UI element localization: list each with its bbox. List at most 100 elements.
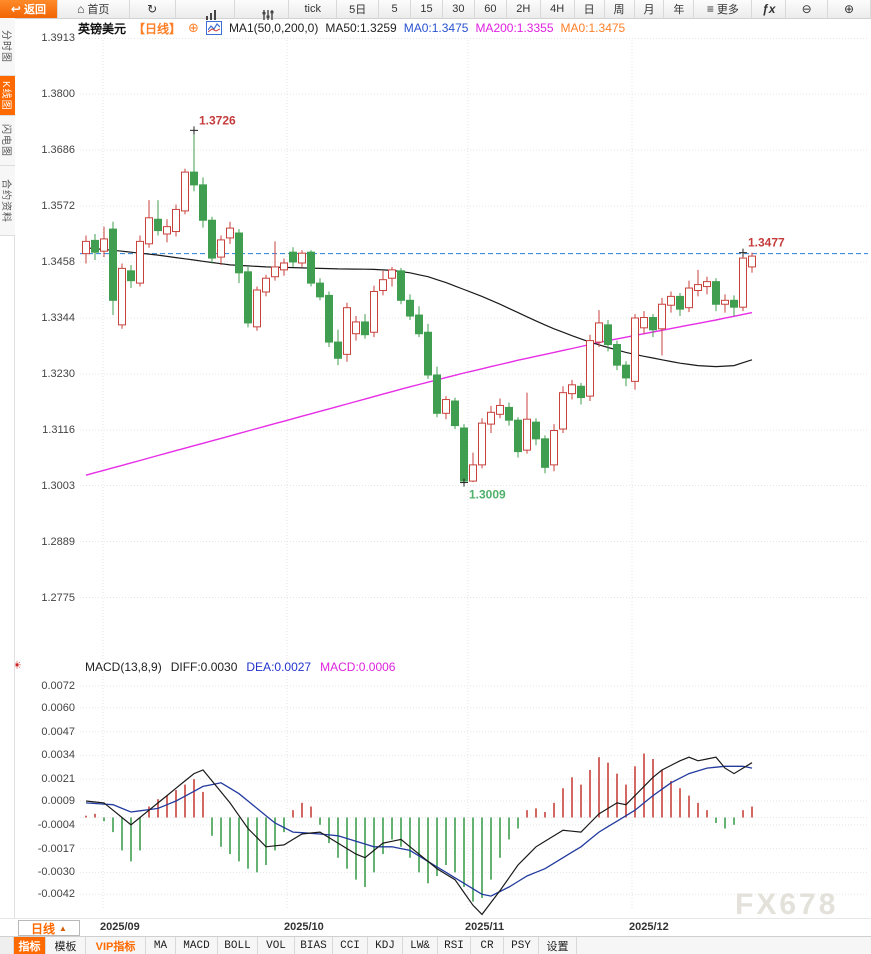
svg-text:1.3726: 1.3726 — [199, 113, 236, 127]
toolbar-button-label: 年 — [673, 4, 685, 16]
toolbar-button-4H[interactable]: 4H — [541, 0, 575, 18]
indicator-tab-指标[interactable]: 指标 — [14, 937, 46, 954]
toolbar-button-label: 15 — [420, 3, 433, 15]
indicator-tab-MACD[interactable]: MACD — [176, 937, 218, 954]
toolbar-button-年[interactable]: 年 — [664, 0, 695, 18]
toolbar-button-60[interactable]: 60 — [475, 0, 507, 18]
indicator-tab-RSI[interactable]: RSI — [438, 937, 471, 954]
ma200-value: MA200:1.3355 — [475, 21, 554, 35]
side-tab-合约资料[interactable]: 合约资料 — [0, 166, 15, 236]
ma0-value-blue: MA0:1.3475 — [403, 21, 469, 35]
toolbar-button-周[interactable]: 周 — [605, 0, 635, 18]
indicator-toolbar: 指标 模板 VIP指标 MA MACD BOLL VOL BIAS CCI KDJ LW& RSI CR… — [0, 936, 871, 954]
toolbar-button-月[interactable]: 月 — [635, 0, 665, 18]
toolbar-button-refresh[interactable]: ↻ — [130, 0, 176, 18]
annotation-1.3009: 1.3009 — [460, 478, 506, 502]
y-axis-tick: 0.0009 — [41, 795, 75, 808]
y-axis-tick: -0.0004 — [37, 818, 75, 831]
top-toolbar: ↩ 返回 ⌂ 首页 ↻ tick 5日 5 15 30 60 2H 4H 日周月年 ≡ 更多 ƒx ⊖ ⊕ — [0, 0, 871, 20]
annotation-1.3726: 1.3726 — [190, 113, 236, 135]
indicator-tab-VOL[interactable]: VOL — [258, 937, 295, 954]
indicator-settings-icon[interactable]: ☀ — [12, 660, 22, 672]
indicator-tab-LW&[interactable]: LW& — [403, 937, 438, 954]
y-axis-tick: 1.2889 — [41, 535, 75, 548]
toolbar-button-label: 首页 — [87, 4, 110, 16]
y-axis-tick: 1.3458 — [41, 256, 75, 268]
indicator-tab-KDJ[interactable]: KDJ — [368, 937, 403, 954]
ma-params: MA1(50,0,200,0) — [228, 21, 319, 35]
toolbar-button-label: 更多 — [716, 4, 739, 16]
toolbar-button-label: 5日 — [349, 4, 367, 16]
toolbar-button-fx[interactable]: ƒx — [752, 0, 787, 18]
macd-histogram — [85, 753, 753, 902]
indicator-tab-模板[interactable]: 模板 — [46, 937, 86, 954]
period-selector[interactable]: 日线 ▲ — [18, 920, 80, 936]
toolbar-button-sliders[interactable] — [235, 0, 290, 20]
side-tab-label: 合约资料 — [0, 178, 11, 223]
y-axis-tick: -0.0030 — [37, 866, 75, 879]
toolbar-spacer — [0, 937, 14, 954]
toolbar-button-15[interactable]: 15 — [411, 0, 443, 18]
toolbar-button-menu[interactable]: ≡ 更多 — [694, 0, 753, 18]
y-axis-tick: 0.0060 — [41, 701, 75, 714]
svg-text:1.3477: 1.3477 — [748, 236, 785, 250]
circle-plus-icon[interactable]: ⊕ — [188, 20, 199, 35]
toolbar-button-2H[interactable]: 2H — [507, 0, 541, 18]
toolbar-button-label: 月 — [643, 4, 655, 16]
watermark: FX678 — [735, 888, 839, 921]
side-tab-label: K线图 — [0, 80, 11, 111]
toolbar-button-5[interactable]: 5 — [379, 0, 412, 18]
chart-canvas[interactable]: 1.3726 1.3009 1.3477 — [0, 38, 871, 918]
ma50-line — [85, 247, 753, 368]
zoom-in-icon: ⊕ — [844, 2, 855, 16]
y-axis-tick: 1.2775 — [41, 591, 75, 604]
x-axis-label: 2025/12 — [629, 921, 669, 933]
y-axis-tick: -0.0017 — [37, 842, 75, 855]
toolbar-button-label: 周 — [613, 4, 625, 16]
triangle-up-icon: ▲ — [59, 923, 67, 933]
toolbar-button-30[interactable]: 30 — [443, 0, 475, 18]
indicator-tab-设置[interactable]: 设置 — [539, 937, 577, 954]
period-selector-label: 日线 — [31, 921, 56, 936]
side-tab-K线图[interactable]: K线图 — [0, 76, 15, 116]
side-tab-分时图[interactable]: 分时图 — [0, 18, 15, 76]
toolbar-button-back-arrow[interactable]: ↩ 返回 — [0, 0, 58, 18]
indicator-tab-BIAS[interactable]: BIAS — [295, 937, 333, 954]
toolbar-button-bar-chart[interactable] — [176, 0, 236, 20]
toolbar-button-label: 30 — [452, 3, 465, 15]
grid — [80, 38, 868, 908]
left-tab-strip: 分时图 K线图闪电图合约资料 — [0, 18, 15, 935]
toolbar-button-日[interactable]: 日 — [575, 0, 605, 18]
indicator-tab-CCI[interactable]: CCI — [333, 937, 368, 954]
toolbar-button-label: 60 — [484, 3, 497, 15]
side-tab-闪电图[interactable]: 闪电图 — [0, 116, 15, 166]
indicator-tab-CR[interactable]: CR — [471, 937, 504, 954]
x-axis-label: 2025/10 — [284, 921, 324, 933]
y-axis-tick: 1.3003 — [41, 479, 75, 492]
indicator-tab-BOLL[interactable]: BOLL — [218, 937, 258, 954]
toolbar-button-zoom-out[interactable]: ⊖ — [786, 0, 829, 18]
refresh-icon: ↻ — [147, 2, 158, 16]
macd-dea-value: DEA:0.0027 — [246, 659, 312, 674]
toolbar-button-zoom-in[interactable]: ⊕ — [828, 0, 871, 18]
toolbar-button-5日[interactable]: 5日 — [337, 0, 380, 18]
indicator-tab-MA[interactable]: MA — [146, 937, 176, 954]
indicator-tab-PSY[interactable]: PSY — [504, 937, 539, 954]
y-axis-tick: 1.3800 — [41, 87, 75, 100]
toolbar-button-tick[interactable]: tick — [289, 0, 338, 18]
indicator-tab-VIP指标[interactable]: VIP指标 — [86, 937, 146, 954]
y-axis-tick: 1.3572 — [41, 199, 75, 212]
side-tab-label: 分时图 — [0, 30, 11, 63]
y-axis-tick: 0.0047 — [41, 725, 75, 738]
dea-line — [85, 765, 753, 897]
x-axis-label: 2025/09 — [100, 921, 140, 933]
home-icon: ⌂ — [77, 2, 85, 16]
toolbar-button-label: 日 — [583, 4, 595, 16]
macd-header: ☀ MACD(13,8,9) DIFF:0.0030 DEA:0.0027 MA… — [12, 659, 395, 674]
chart-type-icon[interactable] — [205, 21, 222, 35]
diff-line — [85, 756, 753, 916]
back-arrow-icon: ↩ — [10, 2, 21, 16]
y-axis-tick: 1.3344 — [41, 312, 75, 324]
toolbar-button-home[interactable]: ⌂ 首页 — [58, 0, 130, 18]
